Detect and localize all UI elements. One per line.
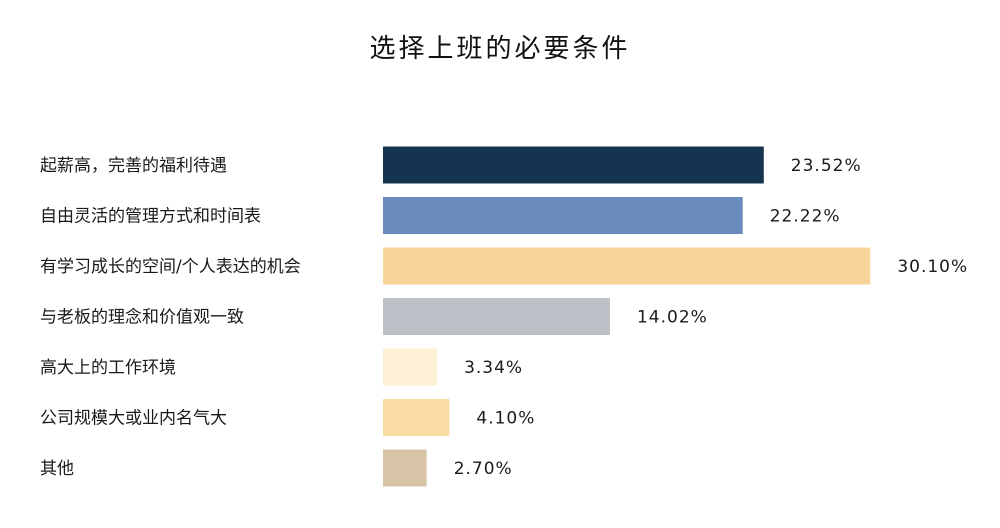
category-label: 公司规模大或业内名气大: [40, 409, 227, 429]
category-label: 起薪高，完善的福利待遇: [40, 156, 227, 176]
category-label: 高大上的工作环境: [40, 358, 176, 378]
value-label: 14.02%: [637, 308, 708, 328]
value-label: 2.70%: [454, 459, 513, 479]
bar: [383, 146, 764, 184]
category-label: 其他: [40, 459, 74, 479]
bar: [383, 449, 427, 487]
category-label: 自由灵活的管理方式和时间表: [40, 207, 261, 227]
value-label: 23.52%: [791, 156, 862, 176]
value-label: 3.34%: [464, 358, 523, 378]
chart-title: 选择上班的必要条件: [369, 34, 631, 64]
value-label: 30.10%: [897, 257, 968, 277]
bar: [383, 399, 450, 436]
value-label: 22.22%: [770, 207, 841, 227]
category-label: 有学习成长的空间/个人表达的机会: [40, 257, 301, 277]
bar: [383, 247, 871, 285]
bars-layer: 起薪高，完善的福利待遇 23.52% 自由灵活的管理方式和时间表 22.22% 有学习成…: [40, 146, 968, 487]
bar: [383, 348, 438, 386]
bar: [383, 197, 743, 234]
category-label: 与老板的理念和价值观一致: [40, 307, 244, 328]
value-label: 4.10%: [476, 409, 535, 429]
bar: [383, 298, 610, 335]
